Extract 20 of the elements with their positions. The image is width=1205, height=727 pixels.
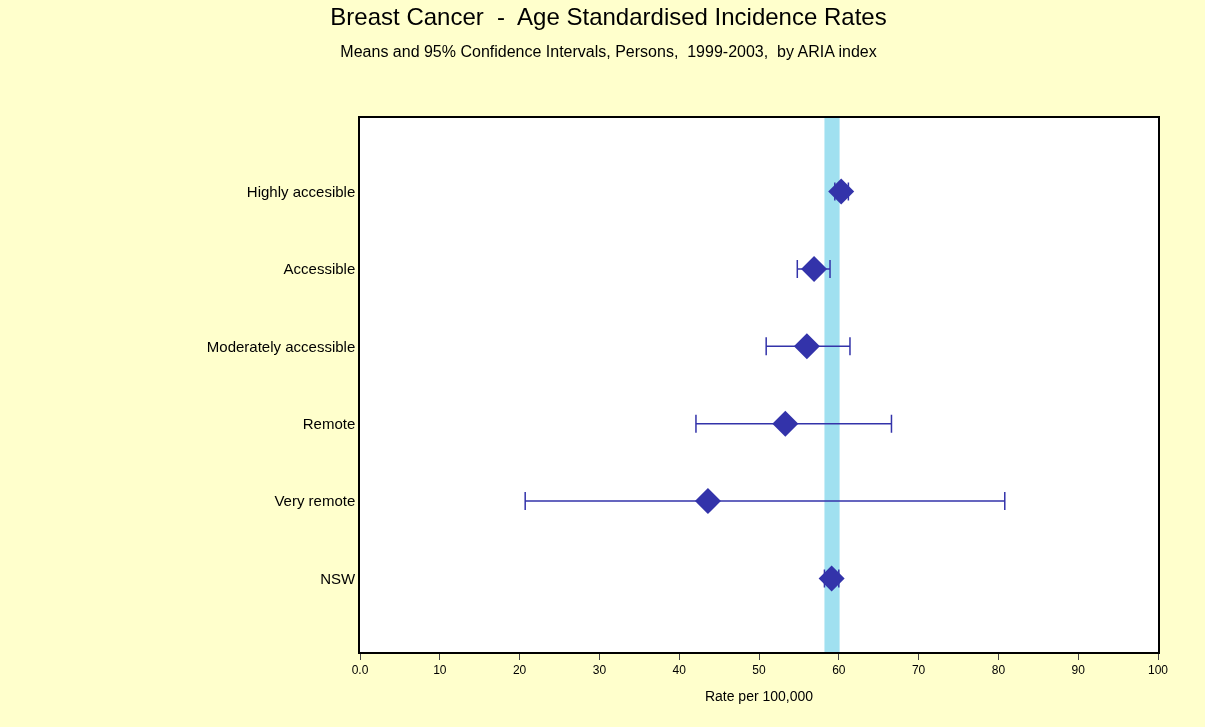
x-tick-label: 50 <box>752 663 766 678</box>
x-tick-label: 80 <box>991 663 1006 678</box>
y-tick-label: Remote <box>302 414 356 432</box>
chart-subtitle: Means and 95% Confidence Intervals, Persons, 1999-2003, by ARIA index <box>340 42 877 60</box>
x-tick-label: 20 <box>512 663 527 678</box>
x-tick-label: 70 <box>911 663 926 678</box>
y-tick-label: Highly accesible <box>246 182 356 200</box>
y-tick-label: NSW <box>320 569 357 587</box>
x-tick-label: 0.0 <box>351 663 369 678</box>
x-tick-label: 60 <box>832 663 846 678</box>
x-tick-label: 30 <box>592 663 607 678</box>
x-tick-label: 40 <box>672 663 687 678</box>
x-tick-label: 100 <box>1147 663 1169 678</box>
y-tick-label: Moderately accessible <box>206 337 356 355</box>
x-axis-title: Rate per 100,000 <box>704 687 814 704</box>
y-tick-label: Very remote <box>274 492 356 510</box>
x-tick-label: 10 <box>433 663 447 678</box>
y-tick-label: Accessible <box>283 260 356 278</box>
x-tick-label: 90 <box>1071 663 1086 678</box>
chart-title: Breast Cancer - Age Standardised Incidence Rates <box>330 3 887 31</box>
